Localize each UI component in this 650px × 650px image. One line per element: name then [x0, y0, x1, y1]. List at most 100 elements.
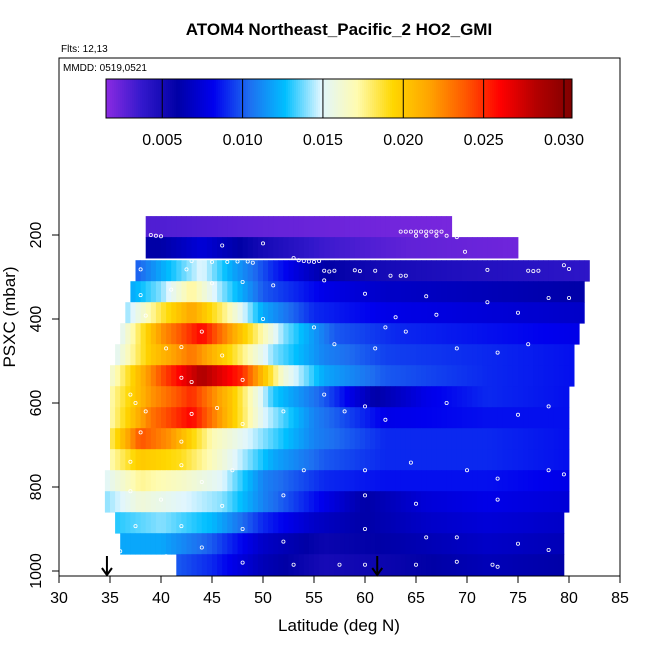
heatmap-cell — [171, 365, 177, 387]
colorbar-segment — [386, 79, 389, 118]
colorbar-tick-label: 0.030 — [544, 132, 584, 149]
colorbar-segment — [514, 79, 517, 118]
heatmap-cell — [201, 554, 208, 576]
heatmap-cell — [375, 302, 381, 324]
colorbar-segment — [190, 79, 193, 118]
colorbar-segment — [308, 79, 311, 118]
heatmap-cell — [334, 407, 340, 429]
heatmap-cell — [293, 260, 300, 282]
heatmap-cell — [518, 491, 524, 513]
heatmap-cell — [161, 344, 167, 366]
heatmap-cell — [303, 449, 310, 471]
heatmap-cell — [533, 554, 539, 576]
colorbar-segment — [226, 79, 229, 118]
heatmap-cell — [354, 302, 361, 324]
sample-point — [485, 300, 490, 305]
colorbar-segment — [182, 79, 185, 118]
heatmap-cell — [375, 491, 381, 513]
heatmap-cell — [339, 533, 345, 555]
heatmap-cell — [257, 323, 264, 345]
colorbar-segment — [372, 79, 375, 118]
heatmap-cell — [533, 386, 539, 408]
heatmap-cell — [176, 470, 182, 492]
colorbar-segment — [270, 79, 273, 118]
heatmap-cell — [563, 428, 570, 450]
heatmap-cell — [293, 216, 300, 238]
heatmap-cell — [400, 260, 407, 282]
heatmap-cell — [176, 449, 182, 471]
heatmap-cell — [206, 554, 213, 576]
sample-point — [317, 258, 322, 263]
heatmap-cell — [212, 512, 218, 534]
heatmap-cell — [140, 365, 147, 387]
heatmap-cell — [222, 344, 228, 366]
colorbar-segment — [214, 79, 217, 118]
colorbar-segment — [150, 79, 153, 118]
heatmap-cell — [349, 281, 356, 303]
heatmap-cell — [140, 281, 147, 303]
colorbar-segment — [556, 79, 559, 118]
heatmap-cell — [380, 449, 386, 471]
sample-point — [546, 404, 551, 409]
heatmap-cell — [232, 281, 238, 303]
colorbar-segment — [134, 79, 137, 118]
heatmap-cell — [278, 554, 284, 576]
heatmap-cell — [563, 470, 570, 492]
heatmap-cell — [405, 344, 412, 366]
heatmap-cell — [456, 407, 463, 429]
heatmap-cell — [339, 365, 345, 387]
heatmap-cell — [232, 470, 238, 492]
heatmap-cell — [416, 323, 422, 345]
heatmap-cell — [380, 386, 386, 408]
heatmap-cell — [298, 344, 305, 366]
heatmap-cell — [472, 344, 478, 366]
heatmap-cell — [140, 344, 147, 366]
heatmap-cell — [201, 216, 208, 238]
heatmap-cell — [130, 344, 136, 366]
heatmap-cell — [176, 491, 182, 513]
heatmap-cell — [191, 344, 198, 366]
colorbar-segment — [374, 79, 377, 118]
colorbar-segment — [470, 79, 473, 118]
heatmap-cell — [477, 533, 483, 555]
heatmap-cell — [278, 512, 284, 534]
heatmap-cell — [441, 491, 447, 513]
colorbar-segment — [296, 79, 299, 118]
sample-point — [128, 392, 133, 397]
heatmap-cell — [293, 323, 300, 345]
heatmap-cell — [268, 470, 274, 492]
heatmap-cell — [161, 491, 167, 513]
heatmap-cell — [558, 533, 565, 555]
colorbar-segment — [340, 79, 343, 118]
heatmap-cell — [166, 512, 172, 534]
heatmap-cell — [410, 533, 417, 555]
colorbar-segment — [432, 79, 435, 118]
heatmap-cell — [467, 491, 473, 513]
colorbar-segment — [318, 79, 321, 118]
heatmap-cell — [334, 470, 340, 492]
heatmap-cell — [400, 237, 407, 259]
heatmap-cell — [120, 428, 126, 450]
heatmap-cell — [477, 428, 483, 450]
heatmap-cell — [196, 365, 203, 387]
heatmap-cell — [222, 428, 228, 450]
heatmap-cell — [171, 386, 177, 408]
heatmap-cell — [155, 428, 162, 450]
heatmap-cell — [227, 428, 233, 450]
heatmap-cell — [334, 386, 340, 408]
colorbar-segment — [554, 79, 557, 118]
heatmap-cell — [533, 407, 539, 429]
sample-point — [332, 342, 337, 347]
heatmap-cell — [166, 216, 172, 238]
heatmap-cell — [512, 428, 519, 450]
heatmap-cell — [257, 533, 264, 555]
heatmap-cell — [263, 407, 269, 429]
heatmap-cell — [252, 533, 259, 555]
sample-point — [301, 468, 306, 473]
heatmap-cell — [252, 428, 259, 450]
sample-point — [546, 548, 551, 553]
heatmap-cell — [171, 237, 177, 259]
heatmap-cell — [375, 216, 381, 238]
heatmap-cell — [548, 512, 555, 534]
heatmap-cell — [477, 237, 483, 259]
